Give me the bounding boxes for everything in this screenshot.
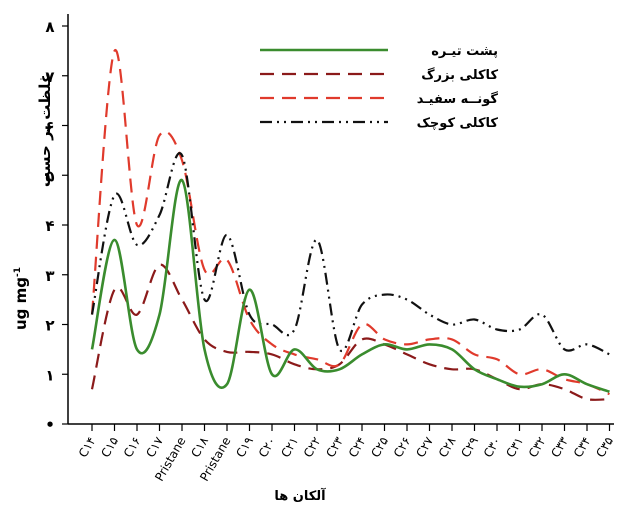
x-tick-label: C۳۱ <box>503 435 526 460</box>
y-tick-label: ۷ <box>45 68 54 86</box>
x-tick-label: C۳۳ <box>548 434 571 460</box>
y-tick-label: ۱ <box>45 366 54 384</box>
legend-label: کاکلی بزرگ <box>421 66 498 83</box>
x-axis-title: آلکان ها <box>274 487 326 504</box>
y-tick-label: ۵ <box>45 167 54 185</box>
x-tick-label: C۱۵ <box>98 435 121 460</box>
series-layer <box>90 49 610 401</box>
y-axis-title-superscript: -1 <box>13 267 23 277</box>
x-tick-label: C۲۶ <box>391 435 414 460</box>
series-line <box>90 263 610 401</box>
x-tick-label: C۳۴ <box>571 435 594 460</box>
x-tick-label: C۳۵ <box>593 435 616 460</box>
legend-label: کاکلی کوچک <box>417 116 499 131</box>
y-tick-label: ۳ <box>45 267 54 285</box>
x-tick-label: C۲۲ <box>301 435 324 460</box>
y-tick-label: • <box>45 416 55 434</box>
series-line <box>90 152 610 356</box>
legend-label: گونــه سفیـد <box>417 91 499 107</box>
y-tick-label: ۶ <box>45 118 54 136</box>
x-tick-label: C۲۰ <box>256 435 279 460</box>
legend-label: پشت تیـره <box>431 44 498 59</box>
x-tick-label: C۲۱ <box>278 435 301 460</box>
svg-text:ug mg-1: ug mg-1 <box>12 267 30 330</box>
legend: پشت تیـره کاکلی بزرگ گونــه سفیـد کاکلی کوچ… <box>260 44 498 131</box>
y-ticks: • ۱ ۲ ۳ ۴ ۵ ۶ ۷ ۸ <box>45 18 68 434</box>
x-tick-label: C۲۸ <box>436 434 459 460</box>
y-tick-label: ۲ <box>45 317 54 335</box>
y-axis-title-unit: ug mg <box>12 277 30 330</box>
y-tick-label: ۴ <box>45 217 54 235</box>
x-tick-label: C۱۶ <box>121 435 144 460</box>
y-tick-label: ۸ <box>45 18 54 36</box>
x-tick-label: C۱۹ <box>233 435 256 460</box>
series-line <box>90 49 610 396</box>
x-tick-label: C۲۵ <box>368 435 391 460</box>
x-tick-label: C۳۲ <box>526 435 549 460</box>
x-tick-label: C۲۷ <box>413 434 436 460</box>
x-tick-label: C۳۰ <box>481 435 504 460</box>
x-tick-label: C۲۹ <box>458 435 481 460</box>
series-line <box>90 178 610 393</box>
y-axis-title: ug mg-1 <box>12 267 30 330</box>
x-tick-label: C۲۴ <box>346 435 369 460</box>
x-tick-label: C۱۴ <box>76 435 99 460</box>
x-tick-label: C۲۳ <box>323 434 346 460</box>
y-axis-title-persian: غلظت بر حسب <box>36 73 54 187</box>
